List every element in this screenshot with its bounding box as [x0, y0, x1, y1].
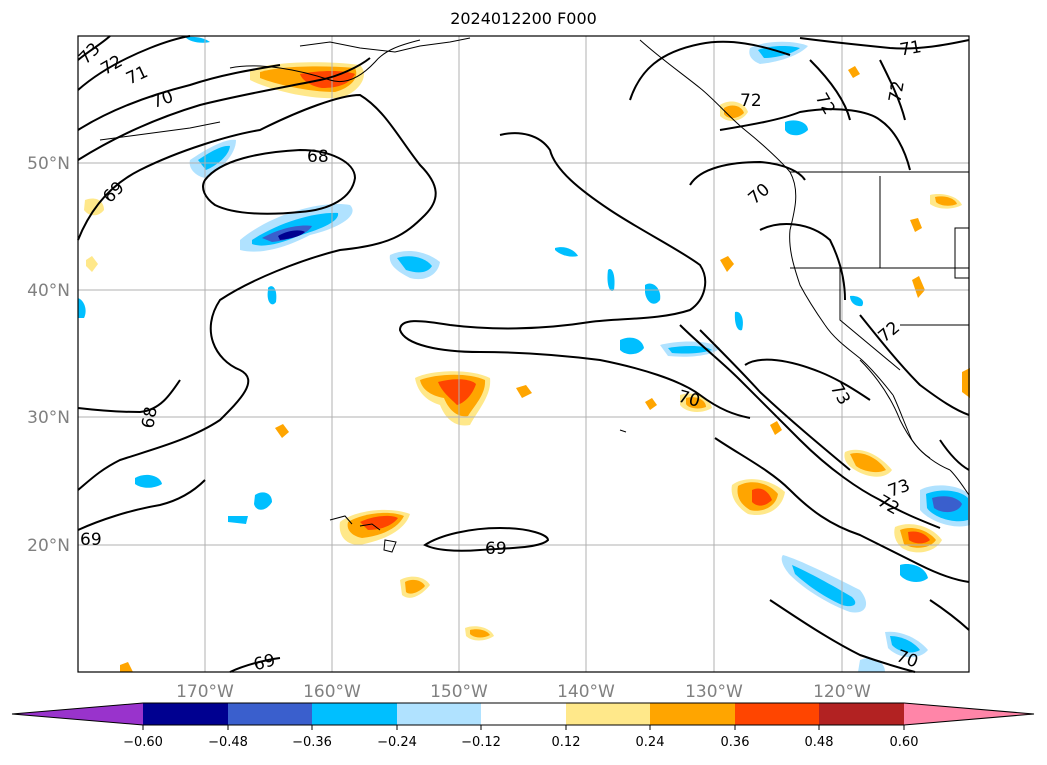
lon-label-130w: 130°W: [685, 682, 743, 702]
map-frame: [77, 35, 970, 673]
contour-label: 69: [80, 530, 102, 550]
colorbar-segment: [735, 703, 819, 725]
colorbar-extend-low: [12, 703, 143, 725]
colorbar-segment: [819, 703, 904, 725]
lat-label-50n: 50°N: [27, 154, 70, 174]
colorbar-segment: [397, 703, 481, 725]
contour-label: 68: [138, 405, 161, 430]
lat-label-20n: 20°N: [27, 536, 70, 556]
colorbar-tick-label: 0.24: [636, 735, 665, 750]
contour-label: 71: [898, 37, 923, 60]
colorbar-extend-high: [904, 703, 1034, 725]
colorbar-segment: [481, 703, 566, 725]
colorbar-tick-label: 0.60: [890, 735, 919, 750]
lon-label-120w: 120°W: [813, 682, 871, 702]
colorbar-tick-label: −0.12: [461, 735, 501, 750]
colorbar-tick-label: −0.60: [123, 735, 163, 750]
colorbar-segment: [312, 703, 397, 725]
contour-lines: [77, 35, 970, 673]
lat-label-30n: 30°N: [27, 408, 70, 428]
contour-label: 68: [307, 147, 329, 167]
lon-label-150w: 150°W: [430, 682, 488, 702]
colorbar-tick-label: −0.24: [377, 735, 417, 750]
map-title: 2024012200 F000: [450, 9, 597, 28]
colorbar-segment: [566, 703, 650, 725]
colorbar-tick-label: 0.36: [721, 735, 750, 750]
contour-label: 69: [485, 539, 507, 559]
colorbar-tick-label: 0.48: [805, 735, 834, 750]
lat-label-40n: 40°N: [27, 281, 70, 301]
colorbar-tick-label: 0.12: [552, 735, 581, 750]
colorbar-segment: [650, 703, 735, 725]
lon-label-170w: 170°W: [176, 682, 234, 702]
lon-label-140w: 140°W: [557, 682, 615, 702]
colorbar-segment: [143, 703, 228, 725]
lon-label-160w: 160°W: [303, 682, 361, 702]
colorbar-tick-label: −0.36: [292, 735, 332, 750]
colorbar-tick-label: −0.48: [208, 735, 248, 750]
colorbar: −0.60 −0.48 −0.36 −0.24 −0.12 0.12 0.24 …: [11, 702, 1035, 750]
contour-label: 72: [740, 91, 762, 111]
contour-label: 72: [885, 79, 908, 104]
graticule: [78, 36, 969, 672]
colorbar-segment: [228, 703, 312, 725]
